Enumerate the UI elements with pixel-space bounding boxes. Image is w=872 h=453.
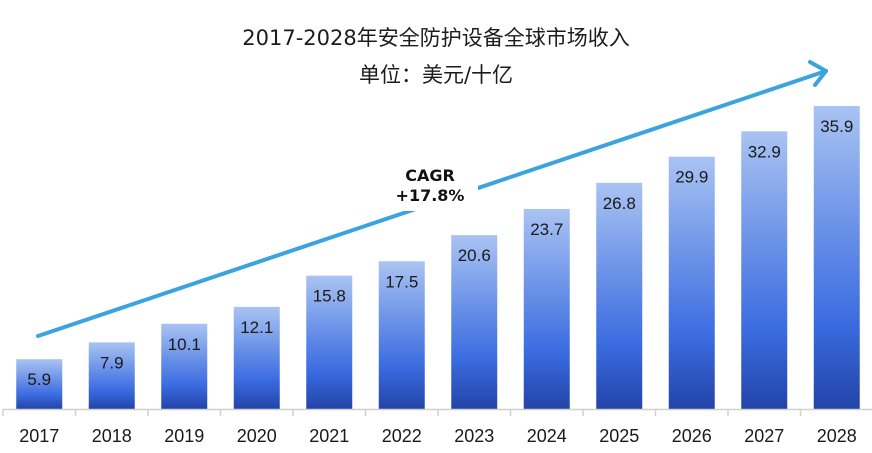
bar-2022 bbox=[378, 261, 425, 409]
chart-subtitle: 单位：美元/十亿 bbox=[358, 63, 514, 87]
cagr-annotation: CAGR +17.8% bbox=[380, 166, 480, 206]
trend-arrow-icon bbox=[36, 60, 828, 338]
bar-2024 bbox=[523, 208, 570, 409]
bar-value-label: 26.8 bbox=[603, 194, 636, 213]
bar-2020 bbox=[233, 306, 280, 409]
x-tick-label: 2021 bbox=[309, 426, 349, 446]
bar-value-label: 17.5 bbox=[385, 272, 418, 291]
x-axis: 2017 2018 2019 2020 2021 2022 2023 2024 2025 2026… bbox=[2, 408, 872, 446]
bar-value-label: 10.1 bbox=[168, 335, 201, 354]
bar-value-label: 32.9 bbox=[748, 142, 781, 161]
bar-2025 bbox=[596, 182, 643, 409]
bar-2026 bbox=[668, 156, 715, 409]
cagr-label: CAGR bbox=[405, 166, 455, 185]
x-tick-label: 2018 bbox=[92, 426, 132, 446]
x-tick-label: 2017 bbox=[19, 426, 59, 446]
bar-value-label: 5.9 bbox=[27, 370, 51, 389]
x-tick-label: 2028 bbox=[817, 426, 857, 446]
bars-group: 5.9 7.9 10.1 12.1 15.8 17.5 20.6 23.7 26.8 29.9 32… bbox=[16, 106, 860, 410]
bar-value-label: 7.9 bbox=[100, 353, 124, 372]
bar-2019 bbox=[161, 323, 208, 409]
bar-2023 bbox=[451, 235, 498, 409]
cagr-value: +17.8% bbox=[395, 186, 465, 205]
bar-value-label: 12.1 bbox=[240, 318, 273, 337]
x-tick-label: 2026 bbox=[672, 426, 712, 446]
x-tick-label: 2019 bbox=[164, 426, 204, 446]
bar-value-label: 23.7 bbox=[530, 220, 563, 239]
x-tick-label: 2027 bbox=[744, 426, 784, 446]
bar-2028 bbox=[813, 106, 860, 409]
x-tick-label: 2025 bbox=[599, 426, 639, 446]
bar-2021 bbox=[306, 275, 353, 409]
x-tick-label: 2023 bbox=[454, 426, 494, 446]
chart-title: 2017-2028年安全防护设备全球市场收入 bbox=[242, 26, 630, 50]
x-tick-label: 2022 bbox=[382, 426, 422, 446]
bar-2017 bbox=[16, 359, 63, 409]
bar-value-label: 29.9 bbox=[675, 168, 708, 187]
bar-value-label: 15.8 bbox=[313, 287, 346, 306]
bar-2027 bbox=[741, 131, 788, 410]
x-tick-label: 2020 bbox=[237, 426, 277, 446]
bar-value-label: 20.6 bbox=[458, 246, 491, 265]
x-tick-label: 2024 bbox=[527, 426, 567, 446]
bar-2018 bbox=[88, 342, 135, 409]
bar-value-label: 35.9 bbox=[820, 117, 853, 136]
